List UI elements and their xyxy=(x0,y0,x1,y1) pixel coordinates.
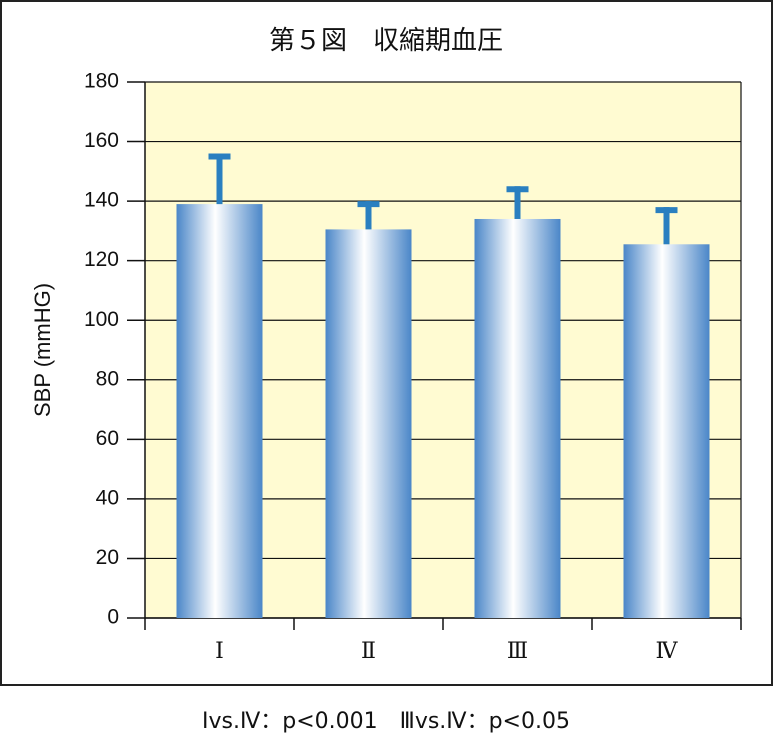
x-tick-label: Ⅱ xyxy=(361,639,376,664)
bar xyxy=(325,229,412,618)
y-tick-label: 20 xyxy=(96,546,119,569)
x-tick-label: Ⅲ xyxy=(507,639,528,664)
y-tick-label: 40 xyxy=(96,486,119,509)
chart-title: 第５図 収縮期血圧 xyxy=(269,25,503,55)
y-tick-label: 180 xyxy=(84,70,119,93)
y-tick-label: 100 xyxy=(84,308,119,331)
error-bar xyxy=(357,201,380,230)
annotation: Ⅰvs.Ⅳ：p<0.001 Ⅲvs.Ⅳ：p<0.05 xyxy=(202,709,570,734)
y-tick-label: 120 xyxy=(84,248,119,271)
bar xyxy=(176,204,263,619)
x-tick-label: Ⅳ xyxy=(656,639,679,664)
y-tick-label: 160 xyxy=(84,129,119,152)
y-tick-label: 60 xyxy=(96,427,119,450)
bar xyxy=(623,244,710,619)
x-tick-label: Ⅰ xyxy=(215,639,224,664)
bar xyxy=(474,218,561,618)
y-axis-label: SBP (mmHG) xyxy=(30,283,55,417)
y-tick-label: 0 xyxy=(107,606,119,629)
error-bar xyxy=(208,153,231,205)
error-bar xyxy=(506,186,529,219)
y-tick-label: 140 xyxy=(84,189,119,212)
y-tick-label: 80 xyxy=(96,367,119,390)
error-bar xyxy=(655,207,678,245)
